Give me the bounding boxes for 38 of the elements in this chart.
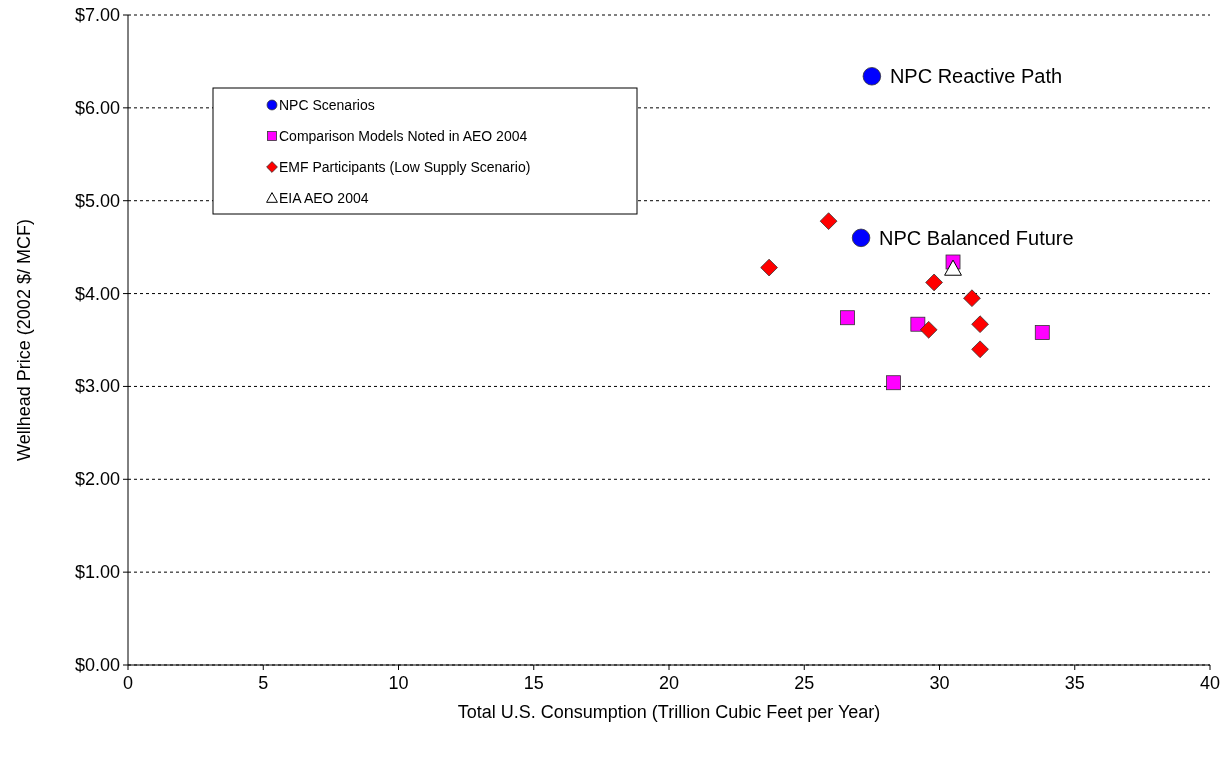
legend-label: EMF Participants (Low Supply Scenario)	[279, 159, 531, 175]
y-tick-label: $7.00	[74, 5, 120, 25]
legend-label: EIA AEO 2004	[279, 190, 369, 206]
y-tick-label: $4.00	[74, 283, 120, 304]
annotation: NPC Balanced Future	[879, 226, 1074, 249]
point	[760, 258, 778, 277]
x-tick-label: 40	[1199, 673, 1221, 693]
y-tick-label: $1.00	[74, 562, 120, 583]
legend-label: NPC Scenarios	[279, 97, 375, 113]
point	[819, 212, 838, 230]
x-tick-label: 15	[523, 673, 544, 693]
y-tick-label: $6.00	[74, 97, 120, 118]
annotation: NPC Reactive Path	[889, 65, 1063, 88]
point	[1034, 325, 1050, 340]
y-tick-label: $0.00	[74, 655, 120, 675]
point	[919, 320, 938, 339]
point	[886, 375, 901, 391]
point	[971, 340, 989, 359]
x-tick-label: 10	[388, 673, 409, 693]
x-axis-title: Total U.S. Consumption (Trillion Cubic Feet per Year)	[457, 702, 881, 722]
y-tick-label: $2.00	[74, 469, 120, 490]
x-tick-label: 5	[258, 673, 269, 693]
point	[971, 315, 989, 334]
x-tick-label: 25	[794, 673, 815, 693]
y-tick-label: $3.00	[74, 376, 120, 397]
point	[840, 310, 855, 326]
point	[925, 273, 943, 292]
point	[963, 289, 981, 308]
x-tick-label: 20	[658, 673, 680, 693]
y-axis-title: Wellhead Price (2002 $/ MCF)	[14, 219, 34, 461]
point	[944, 259, 962, 276]
x-tick-label: 35	[1064, 673, 1085, 693]
y-tick-label: $5.00	[74, 190, 120, 211]
legend-label: Comparison Models Noted in AEO 2004	[279, 128, 528, 144]
point	[851, 228, 871, 248]
x-tick-label: 30	[929, 673, 950, 693]
x-tick-label: 0	[122, 673, 134, 693]
point	[862, 67, 882, 86]
